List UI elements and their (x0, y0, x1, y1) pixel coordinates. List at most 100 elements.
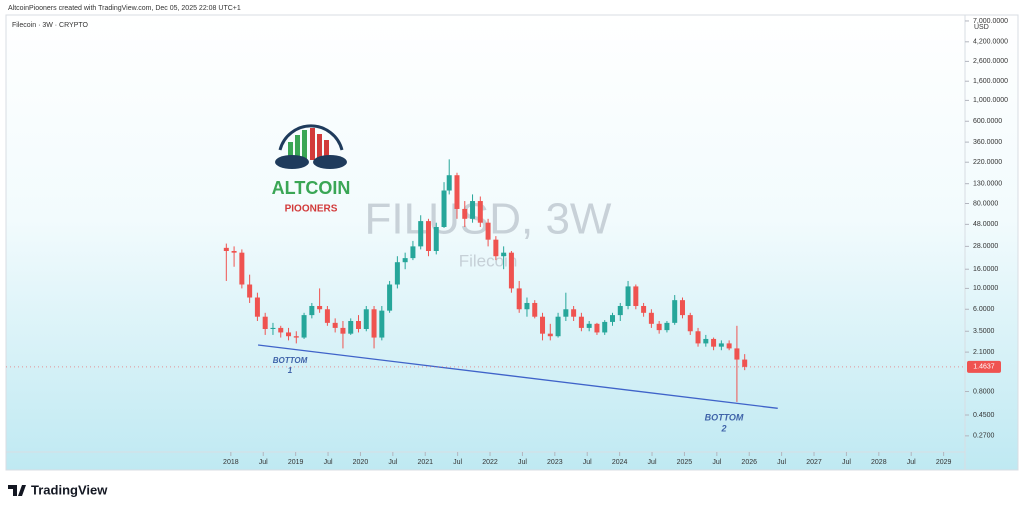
candle-body (254, 297, 260, 317)
y-tick-label: 0.4500 (973, 412, 995, 419)
x-tick-label: 2027 (806, 459, 822, 466)
y-tick-label: 48.0000 (973, 221, 998, 228)
x-tick-label: 2029 (936, 459, 952, 466)
candle-body (441, 190, 447, 228)
x-tick-label: Jul (583, 459, 592, 466)
y-tick-label: 1,000.0000 (973, 97, 1008, 104)
candle-body (742, 359, 748, 367)
x-tick-label: Jul (324, 459, 333, 466)
candle-body (270, 327, 276, 329)
candle-body (586, 323, 592, 328)
candle-body (726, 343, 732, 349)
candle-body (648, 312, 654, 324)
candle-body (477, 201, 483, 223)
candle-body (223, 247, 229, 251)
candle-body (656, 323, 662, 331)
candle-body (633, 286, 639, 306)
candle-body (454, 175, 460, 209)
logo-bar (317, 134, 322, 160)
candle-body (703, 338, 709, 344)
candle-body (231, 250, 237, 253)
candle-body (410, 246, 416, 259)
candle-body (602, 321, 608, 333)
candle-body (363, 309, 369, 329)
candle-body (317, 305, 323, 310)
y-tick-label: 6.0000 (973, 306, 995, 313)
annotation: 1 (288, 366, 293, 375)
logo-title: ALTCOIN (272, 178, 351, 198)
logo-bar (288, 142, 293, 160)
x-tick-label: Jul (453, 459, 462, 466)
candle-body (501, 252, 507, 257)
trendline (257, 344, 778, 409)
logo-bar (310, 128, 315, 160)
x-tick-label: Jul (712, 459, 721, 466)
candle-body (425, 221, 431, 251)
candle-body (594, 323, 600, 333)
candle-body (617, 305, 623, 316)
annotation: 2 (720, 423, 726, 433)
candle-body (247, 284, 253, 298)
candle-body (387, 284, 393, 311)
candle-body (433, 227, 439, 251)
candle-body (571, 309, 577, 317)
last-price-label: 1.4637 (973, 364, 995, 371)
logo-bar (295, 135, 300, 160)
candle-body (718, 343, 724, 347)
candle-body (555, 316, 561, 337)
candle-body (262, 316, 268, 329)
logo-bear (313, 155, 347, 169)
y-tick-label: 28.0000 (973, 243, 998, 250)
candle-body (309, 305, 315, 316)
logo-subtitle: PIOONERS (285, 204, 338, 215)
candle-body (462, 208, 468, 219)
candle-body (664, 322, 670, 331)
x-tick-label: Jul (842, 459, 851, 466)
candle-body (348, 321, 354, 334)
attribution: AltcoinPiooners created with TradingView… (8, 5, 241, 12)
candle-body (679, 300, 685, 316)
candle-body (516, 288, 522, 310)
candle-body (547, 333, 553, 337)
candle-body (418, 221, 424, 247)
logo-bull (275, 155, 309, 169)
x-tick-label: 2028 (871, 459, 887, 466)
symbol-info: Filecoin · 3W · CRYPTO (12, 22, 89, 29)
candle-body (324, 309, 330, 323)
y-tick-label: 7,000.0000 (973, 18, 1008, 25)
candle-body (672, 300, 678, 323)
candle-body (563, 309, 569, 317)
candle-body (610, 315, 616, 322)
candle-body (286, 332, 292, 337)
y-tick-label: 360.0000 (973, 139, 1002, 146)
x-tick-label: Jul (388, 459, 397, 466)
logo-bar (324, 140, 329, 160)
footer-brand: TradingView (31, 482, 108, 497)
y-tick-label: 130.0000 (973, 181, 1002, 188)
candle-body (379, 310, 385, 338)
candle-body (371, 309, 377, 338)
candle-body (711, 338, 717, 347)
candle-body (641, 305, 647, 313)
last-price-box (967, 360, 1001, 373)
axis-currency: USD (974, 24, 989, 31)
watermark-subtitle: Filecoin (459, 251, 518, 270)
candle-body (532, 302, 538, 317)
x-tick-label: 2026 (741, 459, 757, 466)
y-tick-label: 10.0000 (973, 285, 998, 292)
x-tick-label: 2023 (547, 459, 563, 466)
candle-body (687, 315, 693, 332)
x-tick-label: 2024 (612, 459, 628, 466)
x-tick-label: 2018 (223, 459, 239, 466)
y-tick-label: 2,600.0000 (973, 58, 1008, 65)
annotations: BOTTOM 1 BOTTOM 2 (273, 356, 744, 433)
candle-body (239, 252, 245, 285)
candle-body (493, 239, 499, 257)
x-tick-label: Jul (907, 459, 916, 466)
x-tick-label: Jul (648, 459, 657, 466)
candle-body (540, 316, 546, 334)
candle-body (332, 322, 338, 328)
y-tick-label: 80.0000 (973, 200, 998, 207)
logo: ALTCOIN PIOONERS (272, 124, 351, 215)
